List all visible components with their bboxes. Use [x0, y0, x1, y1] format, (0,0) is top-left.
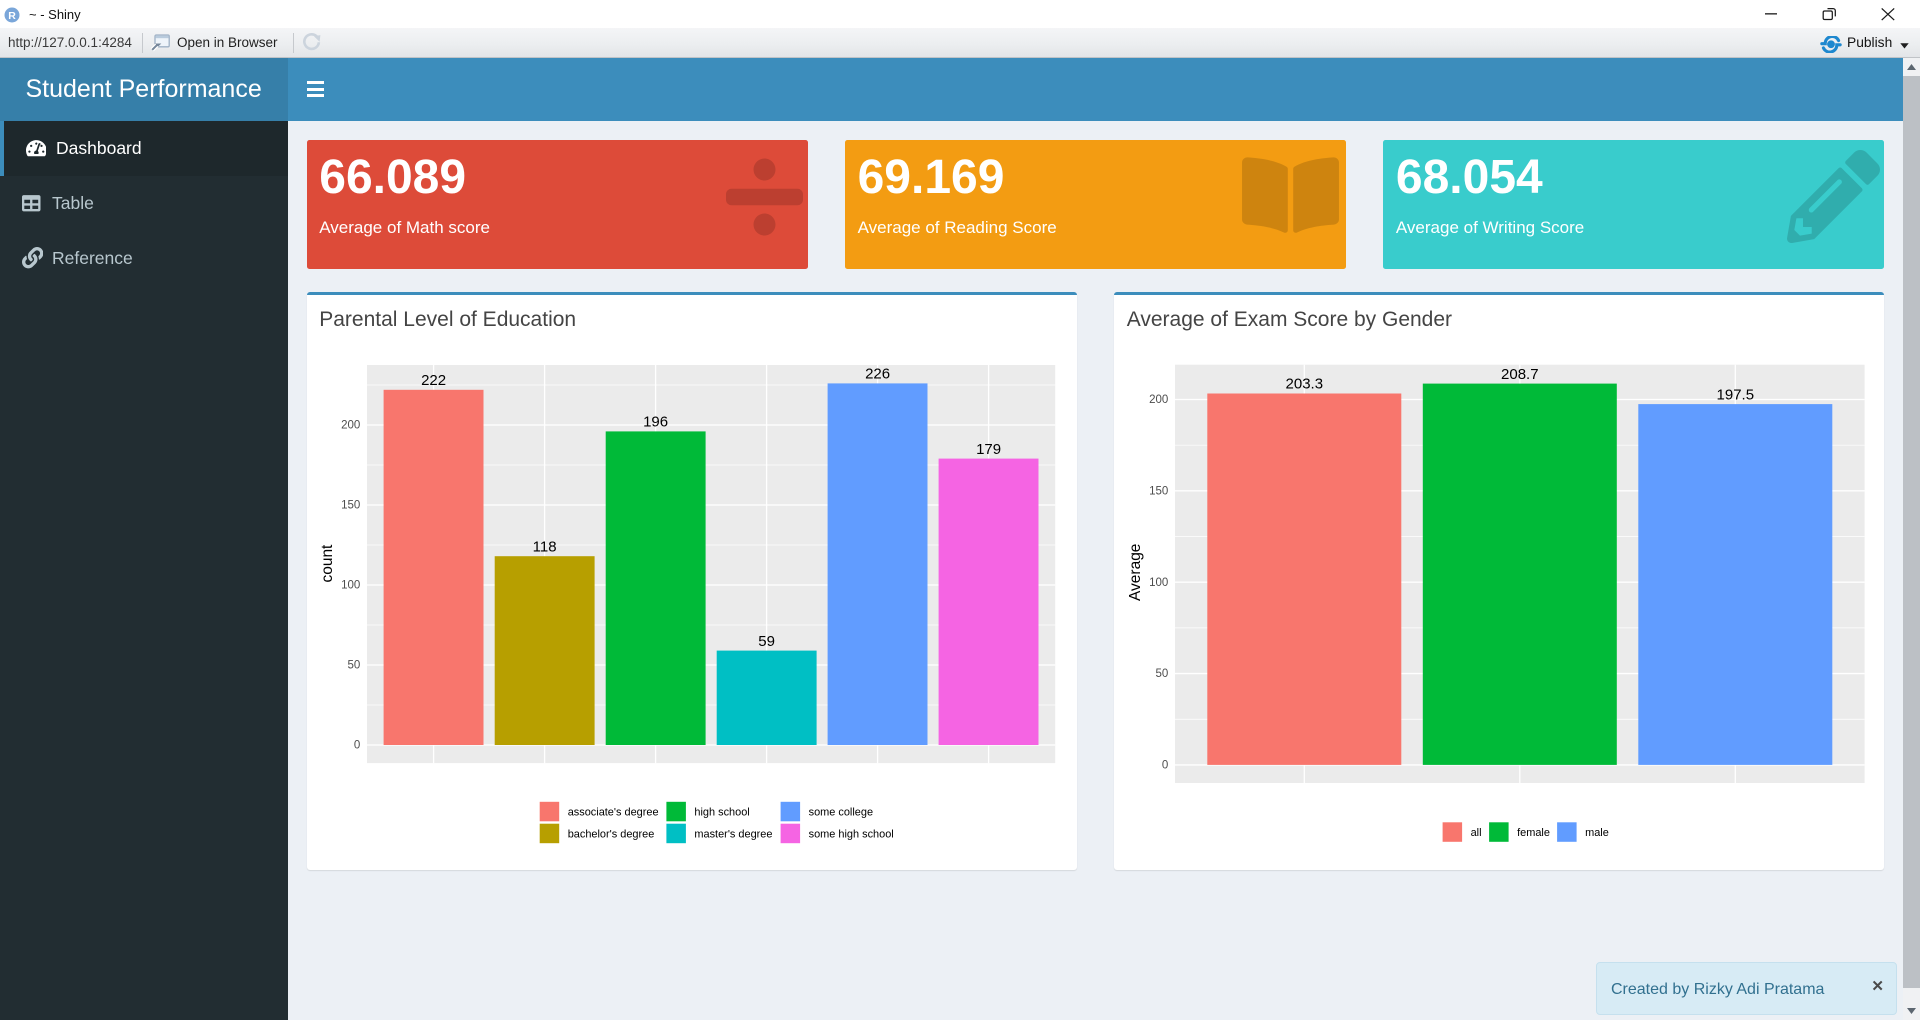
svg-text:some college: some college — [809, 807, 873, 819]
svg-text:female: female — [1517, 827, 1550, 839]
svg-text:100: 100 — [1149, 577, 1168, 589]
svg-text:R: R — [8, 10, 16, 22]
svg-text:all: all — [1470, 827, 1481, 839]
svg-text:200: 200 — [1149, 394, 1168, 406]
svg-text:150: 150 — [1149, 486, 1168, 498]
svg-text:male: male — [1585, 827, 1609, 839]
svg-text:0: 0 — [354, 740, 360, 752]
svg-text:203.3: 203.3 — [1285, 376, 1323, 393]
svg-text:Average: Average — [1127, 544, 1144, 601]
svg-text:200: 200 — [341, 420, 360, 432]
svg-text:0: 0 — [1162, 760, 1168, 772]
svg-text:associate's degree: associate's degree — [568, 807, 659, 819]
svg-text:222: 222 — [421, 372, 446, 389]
svg-text:high school: high school — [695, 807, 750, 819]
svg-text:bachelor's degree: bachelor's degree — [568, 829, 655, 841]
svg-text:count: count — [319, 544, 336, 583]
svg-text:50: 50 — [1155, 668, 1168, 680]
svg-text:some high school: some high school — [809, 829, 894, 841]
svg-text:197.5: 197.5 — [1716, 387, 1754, 404]
svg-text:100: 100 — [341, 580, 360, 592]
svg-text:50: 50 — [348, 660, 361, 672]
svg-text:226: 226 — [865, 366, 890, 383]
svg-text:59: 59 — [759, 633, 776, 650]
svg-text:master's degree: master's degree — [695, 829, 773, 841]
svg-text:196: 196 — [643, 414, 668, 431]
svg-text:150: 150 — [341, 500, 360, 512]
svg-text:208.7: 208.7 — [1501, 366, 1539, 383]
svg-text:118: 118 — [533, 539, 557, 556]
svg-text:179: 179 — [976, 441, 1001, 458]
